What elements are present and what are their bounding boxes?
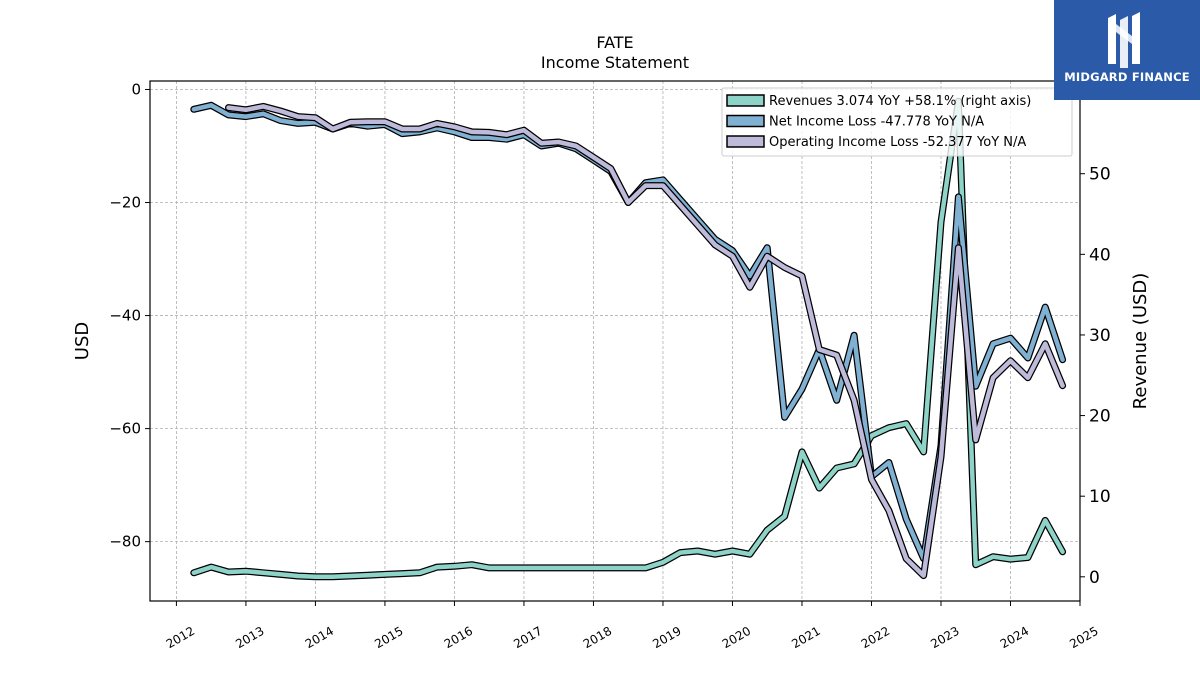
x-tick-label: 2019	[650, 624, 683, 651]
series-lines	[190, 97, 1067, 581]
x-tick-label: 2021	[789, 624, 822, 651]
m-monogram-icon	[1108, 12, 1140, 68]
x-tick-label: 2020	[720, 624, 753, 651]
x-tick-label: 2015	[372, 624, 405, 651]
legend-label: Revenues 3.074 YoY +58.1% (right axis)	[769, 94, 1031, 109]
y2-tick-label: 0	[1089, 568, 1100, 588]
legend-swatch	[726, 94, 765, 107]
y2-tick-label: 50	[1089, 165, 1111, 185]
y-tick-label: −40	[109, 307, 141, 325]
chart-title: FATE	[596, 33, 633, 52]
y2-tick-label: 20	[1089, 407, 1111, 427]
x-tick-label: 2022	[859, 624, 892, 651]
brand-name: MIDGARD FINANCE	[1064, 70, 1190, 84]
y2-tick-label: 10	[1089, 487, 1111, 507]
grid	[150, 81, 1081, 601]
x-tick-label: 2014	[303, 624, 336, 651]
y2-tick-label: 30	[1089, 326, 1111, 346]
legend: Revenues 3.074 YoY +58.1% (right axis) Ne…	[721, 87, 1073, 157]
x-tick-label: 2025	[1067, 624, 1100, 651]
y-tick-label: −60	[109, 420, 141, 438]
x-tick-label: 2018	[581, 624, 614, 651]
y-tick-label: −20	[109, 194, 141, 212]
series-line-0	[191, 98, 1065, 580]
legend-label: Net Income Loss -47.778 YoY N/A	[769, 115, 984, 130]
x-tick-label: 2016	[442, 624, 475, 651]
y2-axis-label: Revenue (USD)	[1130, 273, 1151, 410]
brand-logo: MIDGARD FINANCE	[1054, 0, 1200, 100]
series-line-2	[226, 104, 1065, 578]
y-tick-label: −80	[109, 533, 141, 551]
y-tick-label: 0	[131, 80, 141, 98]
legend-label: Operating Income Loss -52.377 YoY N/A	[769, 135, 1026, 150]
y-axis-label: USD	[72, 322, 93, 360]
x-tick-label: 2017	[511, 624, 544, 651]
series-outline-2	[225, 102, 1067, 580]
x-tick-label: 2013	[233, 624, 266, 651]
legend-swatch	[726, 135, 765, 148]
x-tick-label: 2023	[928, 624, 961, 651]
x-tick-label: 2012	[164, 624, 197, 651]
y2-tick-label: 40	[1089, 245, 1111, 265]
legend-swatch	[726, 114, 765, 128]
x-tick-label: 2024	[998, 624, 1031, 651]
chart-subtitle: Income Statement	[541, 53, 689, 72]
legend-box	[721, 87, 1073, 157]
plot-frame	[149, 80, 1081, 602]
